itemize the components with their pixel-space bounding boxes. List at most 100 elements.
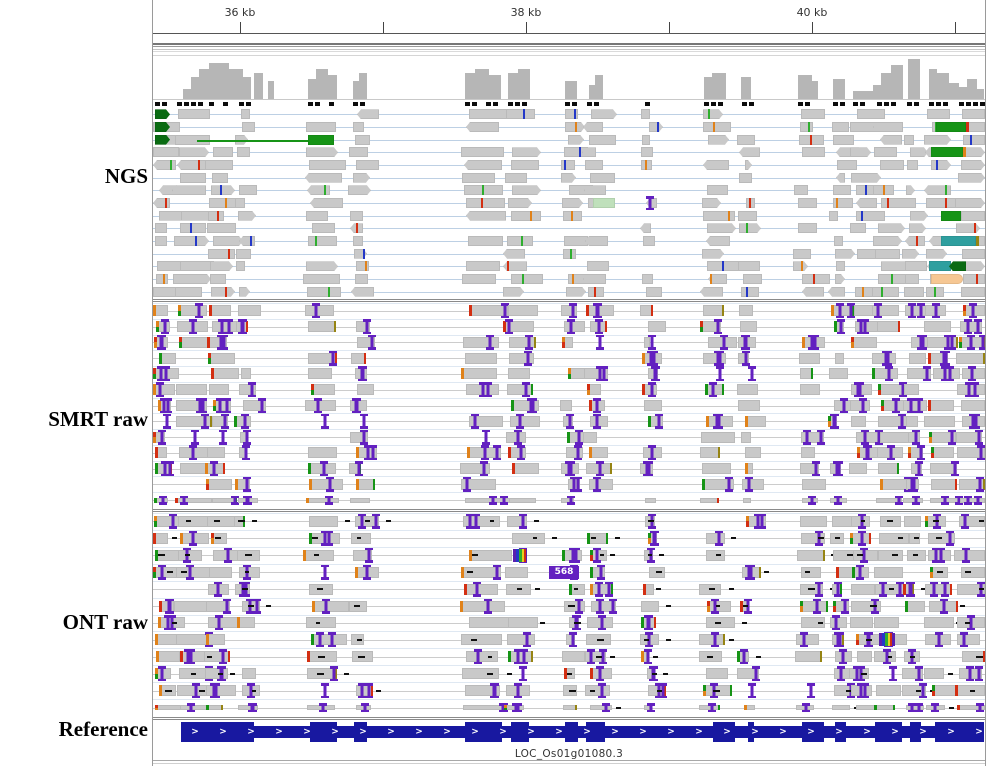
read[interactable] bbox=[700, 286, 723, 297]
insertion-marker[interactable] bbox=[969, 303, 978, 319]
read[interactable] bbox=[910, 147, 928, 157]
read[interactable] bbox=[703, 305, 724, 317]
read[interactable] bbox=[180, 463, 219, 475]
read[interactable] bbox=[904, 286, 924, 297]
read[interactable] bbox=[466, 210, 506, 221]
insertion-marker[interactable] bbox=[856, 683, 865, 699]
read[interactable] bbox=[874, 617, 899, 629]
insertion-marker[interactable] bbox=[592, 398, 601, 413]
read[interactable] bbox=[306, 122, 336, 132]
read[interactable] bbox=[958, 173, 985, 183]
read[interactable] bbox=[583, 122, 603, 132]
read[interactable] bbox=[507, 236, 533, 246]
read[interactable] bbox=[566, 287, 586, 297]
read[interactable] bbox=[962, 248, 985, 259]
read[interactable] bbox=[469, 549, 512, 561]
insertion-marker[interactable] bbox=[573, 476, 582, 492]
read[interactable] bbox=[703, 122, 731, 132]
read[interactable] bbox=[924, 321, 951, 333]
read[interactable] bbox=[154, 515, 180, 527]
insertion-marker[interactable] bbox=[365, 547, 374, 563]
read[interactable] bbox=[641, 600, 659, 612]
read[interactable] bbox=[941, 236, 976, 246]
read[interactable] bbox=[211, 368, 239, 380]
insertion-marker[interactable] bbox=[857, 530, 866, 546]
coverage-bar[interactable] bbox=[518, 69, 530, 99]
coverage-bar[interactable] bbox=[908, 59, 920, 99]
read[interactable] bbox=[640, 305, 653, 317]
read[interactable] bbox=[798, 223, 817, 234]
gene-exon[interactable] bbox=[586, 722, 605, 742]
coverage-bar[interactable] bbox=[949, 83, 959, 99]
read[interactable] bbox=[568, 274, 591, 284]
read[interactable] bbox=[738, 210, 757, 221]
read[interactable] bbox=[851, 415, 866, 427]
insertion-marker[interactable] bbox=[650, 350, 659, 366]
coverage-bar[interactable] bbox=[798, 75, 812, 99]
read[interactable] bbox=[702, 463, 731, 475]
insertion-marker[interactable] bbox=[713, 319, 722, 335]
read[interactable] bbox=[739, 147, 760, 158]
read[interactable] bbox=[462, 668, 499, 680]
insertion-marker[interactable] bbox=[891, 398, 900, 413]
insertion-marker[interactable] bbox=[165, 461, 174, 477]
read[interactable] bbox=[569, 185, 593, 196]
insertion-marker[interactable] bbox=[524, 350, 533, 366]
read[interactable] bbox=[856, 431, 885, 443]
read[interactable] bbox=[239, 287, 250, 297]
read[interactable] bbox=[936, 122, 966, 132]
read[interactable] bbox=[906, 415, 918, 427]
read[interactable] bbox=[874, 147, 897, 158]
read[interactable] bbox=[924, 185, 951, 196]
read[interactable] bbox=[878, 415, 907, 427]
read[interactable] bbox=[469, 617, 511, 629]
insertion-marker[interactable] bbox=[369, 445, 378, 461]
insertion-marker[interactable] bbox=[358, 683, 367, 699]
read[interactable] bbox=[463, 515, 500, 527]
read[interactable] bbox=[640, 223, 651, 234]
read[interactable] bbox=[205, 668, 228, 680]
read[interactable] bbox=[159, 211, 185, 221]
insertion-marker[interactable] bbox=[493, 564, 502, 580]
read[interactable] bbox=[204, 651, 230, 663]
read[interactable] bbox=[175, 497, 212, 503]
read[interactable] bbox=[175, 134, 210, 145]
read[interactable] bbox=[875, 248, 900, 259]
insertion-marker[interactable] bbox=[185, 564, 194, 580]
insertion-marker[interactable] bbox=[600, 366, 609, 382]
insertion-marker[interactable] bbox=[836, 666, 845, 682]
read[interactable] bbox=[353, 236, 363, 246]
read[interactable] bbox=[241, 368, 251, 380]
multi-color-insert[interactable] bbox=[513, 548, 527, 562]
insertion-marker[interactable] bbox=[923, 366, 932, 382]
insertion-marker[interactable] bbox=[658, 683, 667, 699]
read[interactable] bbox=[561, 160, 575, 170]
read[interactable] bbox=[959, 515, 985, 527]
insertion-marker[interactable] bbox=[836, 303, 845, 319]
read[interactable] bbox=[702, 249, 724, 259]
read[interactable] bbox=[236, 261, 245, 272]
insertion-marker[interactable] bbox=[747, 683, 756, 699]
gene-exon[interactable] bbox=[465, 722, 502, 742]
coverage-bar[interactable] bbox=[308, 79, 316, 99]
insertion-marker[interactable] bbox=[242, 476, 251, 492]
insertion-marker[interactable] bbox=[311, 303, 320, 319]
read[interactable] bbox=[909, 352, 926, 364]
read[interactable] bbox=[466, 198, 505, 208]
read[interactable] bbox=[857, 651, 872, 663]
read[interactable] bbox=[463, 336, 499, 348]
read[interactable] bbox=[961, 566, 985, 578]
insertion-marker[interactable] bbox=[812, 461, 821, 477]
insertion-marker[interactable] bbox=[158, 495, 167, 505]
insertion-marker[interactable] bbox=[567, 495, 576, 505]
insertion-marker[interactable] bbox=[491, 683, 500, 699]
read[interactable] bbox=[833, 185, 851, 196]
read[interactable] bbox=[461, 634, 502, 646]
read[interactable] bbox=[644, 336, 650, 348]
read[interactable] bbox=[503, 321, 534, 333]
insertion-marker[interactable] bbox=[189, 530, 198, 546]
read[interactable] bbox=[907, 368, 931, 380]
read[interactable] bbox=[955, 685, 985, 697]
insertion-marker[interactable] bbox=[830, 413, 839, 429]
insertion-marker[interactable] bbox=[158, 334, 167, 350]
